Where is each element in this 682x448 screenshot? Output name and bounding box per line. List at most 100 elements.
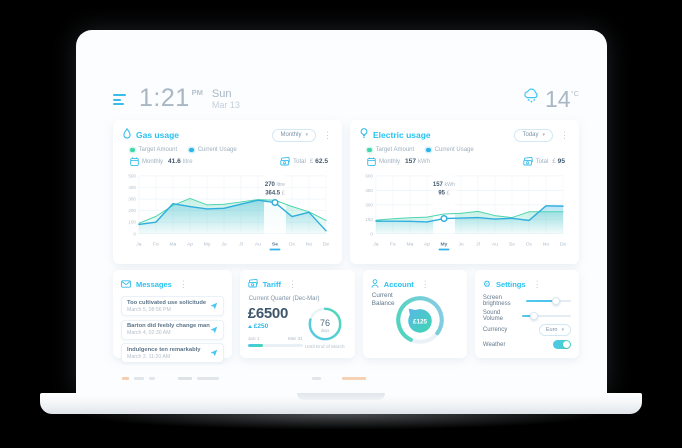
- message-item[interactable]: Barton did feebly change man March 4, 02…: [121, 319, 224, 340]
- svg-text:Au: Au: [255, 242, 261, 248]
- electric-usage-chart[interactable]: 0 150 300 450 600 157 kWh 95 £ Ja Fe Ma Ap My Ju Jl Au…: [360, 168, 569, 256]
- gas-period-dropdown[interactable]: Monthly ▾: [272, 128, 316, 142]
- account-header: Account ⋮: [371, 277, 459, 291]
- currency-value: Euro: [545, 327, 558, 333]
- tariff-panel: Tariff ⋮ Current Quarter (Dec-Mar) £6500…: [239, 270, 355, 358]
- svg-text:Jl: Jl: [476, 242, 480, 248]
- gas-period-value: Monthly: [280, 132, 302, 138]
- chevron-down-icon: ▾: [305, 132, 308, 138]
- tariff-menu-button[interactable]: ⋮: [287, 278, 297, 289]
- volume-slider-knob[interactable]: [530, 311, 539, 320]
- svg-text:No: No: [543, 242, 550, 248]
- tariff-header: Tariff ⋮: [248, 277, 347, 291]
- message-time: March 5, 08:56 PM: [127, 306, 171, 313]
- banknotes-icon: [248, 275, 258, 293]
- message-title: Barton did feebly change man: [127, 323, 210, 329]
- message-item[interactable]: Indulgence ten remarkably March 2, 11:20…: [121, 343, 224, 363]
- gas-panel-header: Gas usage Monthly ▾ ⋮: [123, 126, 332, 144]
- svg-text:Jl: Jl: [239, 242, 243, 248]
- person-icon: [371, 275, 379, 293]
- day-label: Sun: [211, 88, 232, 100]
- electric-menu-button[interactable]: ⋮: [560, 129, 569, 140]
- svg-text:95 £: 95 £: [438, 190, 449, 196]
- settings-panel: ⚙ Settings ⋮ Screen brightness Sound: [474, 270, 579, 358]
- snow-cloud-icon: [523, 88, 540, 109]
- electric-panel-title: Electric usage: [373, 130, 431, 140]
- brightness-slider-knob[interactable]: [551, 297, 560, 305]
- electric-period-dropdown[interactable]: Today ▾: [514, 128, 553, 142]
- message-time: March 2, 11:20 AM: [127, 353, 171, 360]
- send-arrow-icon[interactable]: [210, 349, 218, 357]
- send-arrow-icon[interactable]: [210, 326, 218, 334]
- gas-panel-title: Gas usage: [136, 130, 179, 140]
- dashboard: 1:21 PM Sun Mar 13 14: [76, 30, 607, 393]
- svg-text:days: days: [320, 328, 329, 333]
- settings-menu-button[interactable]: ⋮: [532, 278, 542, 289]
- messages-menu-button[interactable]: ⋮: [178, 278, 188, 289]
- svg-text:Ju: Ju: [221, 242, 226, 248]
- electric-usage-panel: Electric usage Today ▾ ⋮ Target Amount C…: [350, 120, 579, 264]
- electric-legend: Target Amount Current Usage: [367, 147, 569, 153]
- account-menu-button[interactable]: ⋮: [420, 278, 430, 289]
- current-balance-label: Current Balance: [371, 292, 395, 308]
- svg-text:Fe: Fe: [390, 242, 396, 248]
- electric-stat-unit: kWh: [418, 158, 431, 165]
- date-label: Mar 13: [211, 100, 240, 111]
- brightness-label: Screen brightness: [482, 295, 511, 307]
- account-panel: Account ⋮ Current Balance: [362, 270, 467, 358]
- gas-menu-button[interactable]: ⋮: [323, 129, 332, 140]
- svg-text:No: No: [306, 242, 313, 248]
- svg-text:Ap: Ap: [424, 242, 430, 248]
- svg-text:My: My: [441, 242, 448, 248]
- clock-time: 1:21: [139, 84, 190, 112]
- tariff-range-start: Jan 1: [247, 337, 260, 342]
- gas-total: Total £ 62.5: [280, 157, 330, 166]
- electric-total: Total £ 95: [522, 157, 567, 166]
- electric-stats-row: Monthly 157 kWh Total £ 95: [367, 157, 567, 166]
- svg-text:0: 0: [370, 231, 373, 236]
- svg-text:Ju: Ju: [458, 242, 463, 248]
- electric-total-label: Total: [535, 158, 549, 165]
- weather-toggle-label: Weather: [482, 341, 506, 348]
- legend-target-label: Target Amount: [138, 147, 178, 153]
- droplet-icon: [123, 126, 131, 144]
- electric-total-currency: £: [552, 158, 556, 165]
- current-usage-dot-icon: [189, 147, 194, 153]
- svg-text:Au: Au: [492, 242, 498, 248]
- target-amount-dot-icon: [130, 147, 135, 153]
- currency-dropdown[interactable]: Euro ▾: [538, 324, 571, 336]
- settings-header: ⚙ Settings ⋮: [483, 277, 571, 291]
- message-item[interactable]: Too cultivated use solicitude March 5, 0…: [121, 296, 224, 316]
- laptop-base: [40, 393, 642, 430]
- gas-usage-chart[interactable]: 0 100 200 300 400 500 270 litre 364.5 £ Ja Fe Ma Ap…: [123, 168, 332, 256]
- gas-total-currency: £: [309, 158, 314, 165]
- volume-slider[interactable]: [521, 311, 571, 320]
- widgets-row: Messages ⋮ Too cultivated use solicitude…: [113, 270, 579, 363]
- svg-text:300: 300: [365, 202, 373, 207]
- tariff-progress-bar: [247, 344, 303, 347]
- svg-text:500: 500: [128, 174, 136, 179]
- svg-text:100: 100: [128, 220, 136, 225]
- message-time: March 4, 02:30 AM: [127, 330, 171, 336]
- send-arrow-icon[interactable]: [210, 302, 218, 310]
- date-block: Sun Mar 13: [212, 86, 240, 110]
- hamburger-menu-icon[interactable]: [113, 94, 126, 106]
- svg-text:Ma: Ma: [170, 242, 177, 248]
- svg-text:300: 300: [128, 197, 136, 202]
- chevron-down-icon: ▾: [561, 327, 564, 333]
- legend-target-label: Target Amount: [375, 147, 415, 153]
- tariff-subtitle: Current Quarter (Dec-Mar): [248, 296, 320, 302]
- gas-stat-value: 41.6: [168, 158, 181, 165]
- brightness-slider[interactable]: [526, 297, 571, 305]
- increase-arrow-icon: [247, 325, 252, 328]
- weather-toggle[interactable]: [553, 340, 571, 349]
- svg-text:Oc: Oc: [526, 242, 533, 248]
- volume-label: Sound Volume: [482, 309, 503, 322]
- tariff-amount: £6500: [247, 305, 289, 322]
- svg-text:Se: Se: [272, 242, 278, 248]
- dashboard-header: 1:21 PM Sun Mar 13 14: [113, 86, 579, 116]
- svg-text:600: 600: [365, 174, 373, 179]
- legend-current-label: Current Usage: [197, 147, 237, 153]
- electric-panel-header: Electric usage Today ▾ ⋮: [360, 128, 569, 142]
